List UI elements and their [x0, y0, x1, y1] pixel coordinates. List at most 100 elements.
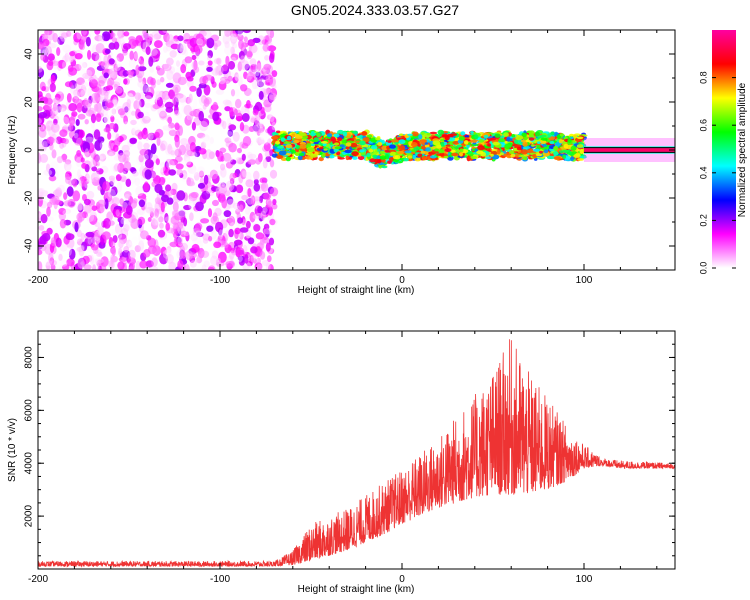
heatmap-cell: [269, 169, 278, 179]
heatmap-cell: [235, 115, 243, 122]
heatmap-cell: [64, 159, 72, 165]
heatmap-cell: [51, 149, 57, 159]
heatmap-cell: [285, 156, 291, 162]
heatmap-cell: [543, 149, 549, 154]
heatmap-cell: [49, 82, 56, 93]
heatmap-cell: [251, 45, 260, 55]
heatmap-cell: [143, 153, 149, 161]
colorbar-tick-label: 0.2: [698, 214, 708, 227]
heatmap-cell: [144, 159, 154, 169]
heatmap-cell: [240, 55, 246, 64]
heatmap-cell: [117, 108, 126, 116]
heatmap-cell: [83, 69, 93, 77]
heatmap-cell: [426, 132, 431, 136]
heatmap-cell: [431, 150, 440, 154]
heatmap-cell: [76, 169, 82, 178]
heatmap-cell: [269, 218, 276, 226]
heatmap-cell: [127, 113, 136, 120]
heatmap-cell: [510, 153, 516, 158]
heatmap-cell: [263, 132, 271, 138]
heatmap-cell: [162, 249, 172, 259]
heatmap-cell: [254, 116, 260, 127]
heatmap-cell: [205, 149, 213, 160]
heatmap-cell: [183, 230, 190, 237]
heatmap-cell: [77, 202, 83, 212]
heatmap-cell: [126, 69, 135, 76]
heatmap-cell: [246, 71, 254, 80]
heatmap-cell: [90, 158, 96, 168]
heatmap-cell: [127, 242, 134, 251]
heatmap-cell: [474, 134, 479, 140]
heatmap-cell: [137, 208, 144, 215]
heatmap-cell: [389, 144, 396, 149]
heatmap-cell: [180, 40, 189, 49]
heatmap-cell: [94, 30, 101, 35]
heatmap-cell: [159, 110, 168, 121]
heatmap-cell: [98, 80, 105, 87]
heatmap-cell: [417, 153, 423, 158]
heatmap-cell: [122, 224, 130, 232]
heatmap-cell: [265, 242, 271, 252]
heatmap-cell: [224, 45, 233, 56]
heatmap-cell: [76, 102, 83, 113]
heatmap-cell: [145, 202, 153, 213]
heatmap-cell: [176, 190, 186, 201]
heatmap-cell: [164, 101, 174, 109]
heatmap-cell: [235, 88, 240, 97]
heatmap-cell: [49, 259, 58, 266]
heatmap-cell: [237, 34, 244, 41]
heatmap-cell: [298, 132, 307, 136]
heatmap-cell: [93, 129, 101, 140]
colorbar-label: Normalized spectral amplitude: [737, 82, 748, 217]
heatmap-cell: [65, 233, 75, 241]
heatmap-cell: [76, 238, 83, 246]
heatmap-cell: [310, 154, 318, 158]
heatmap-cell: [53, 189, 62, 198]
heatmap-cell: [257, 35, 265, 46]
heatmap-cell: [356, 135, 363, 139]
heatmap-cell: [138, 154, 144, 163]
heatmap-cell: [50, 109, 55, 118]
heatmap-cell: [151, 170, 156, 179]
heatmap-cell: [235, 156, 243, 165]
heatmap-cell: [78, 129, 84, 139]
heatmap-cell: [84, 119, 89, 125]
heatmap-cell: [87, 177, 93, 184]
heatmap-cell: [224, 106, 231, 112]
heatmap-cell: [178, 210, 186, 217]
heatmap-cell: [168, 122, 175, 129]
heatmap-cell: [100, 256, 109, 267]
heatmap-cell: [306, 147, 315, 153]
heatmap-cell: [58, 166, 65, 173]
heatmap-cell: [44, 102, 52, 111]
heatmap-cell: [191, 54, 197, 61]
heatmap-cell: [366, 152, 371, 157]
heatmap-cell: [229, 172, 235, 183]
heatmap-cell: [154, 40, 163, 49]
heatmap-cell: [257, 137, 262, 146]
heatmap-cell: [177, 43, 186, 52]
heatmap-cell: [57, 36, 65, 45]
heatmap-cell: [113, 155, 120, 161]
heatmap-cell: [380, 150, 385, 155]
heatmap-cell: [111, 197, 120, 206]
heatmap-cell: [66, 93, 72, 103]
heatmap-cell: [163, 32, 170, 43]
heatmap-cell: [257, 81, 264, 88]
heatmap-cell: [119, 218, 124, 228]
heatmap-cell: [90, 113, 97, 124]
heatmap-cell: [101, 250, 108, 257]
heatmap-cell: [344, 149, 352, 154]
heatmap-cell: [539, 134, 547, 138]
heatmap-cell: [129, 138, 137, 145]
heatmap-cell: [134, 177, 141, 187]
heatmap-cell: [125, 205, 133, 216]
heatmap-cell: [230, 46, 235, 55]
heatmap-cell: [124, 193, 131, 201]
heatmap-cell: [188, 198, 193, 210]
heatmap-cell: [215, 89, 225, 95]
heatmap-cell: [244, 254, 249, 264]
